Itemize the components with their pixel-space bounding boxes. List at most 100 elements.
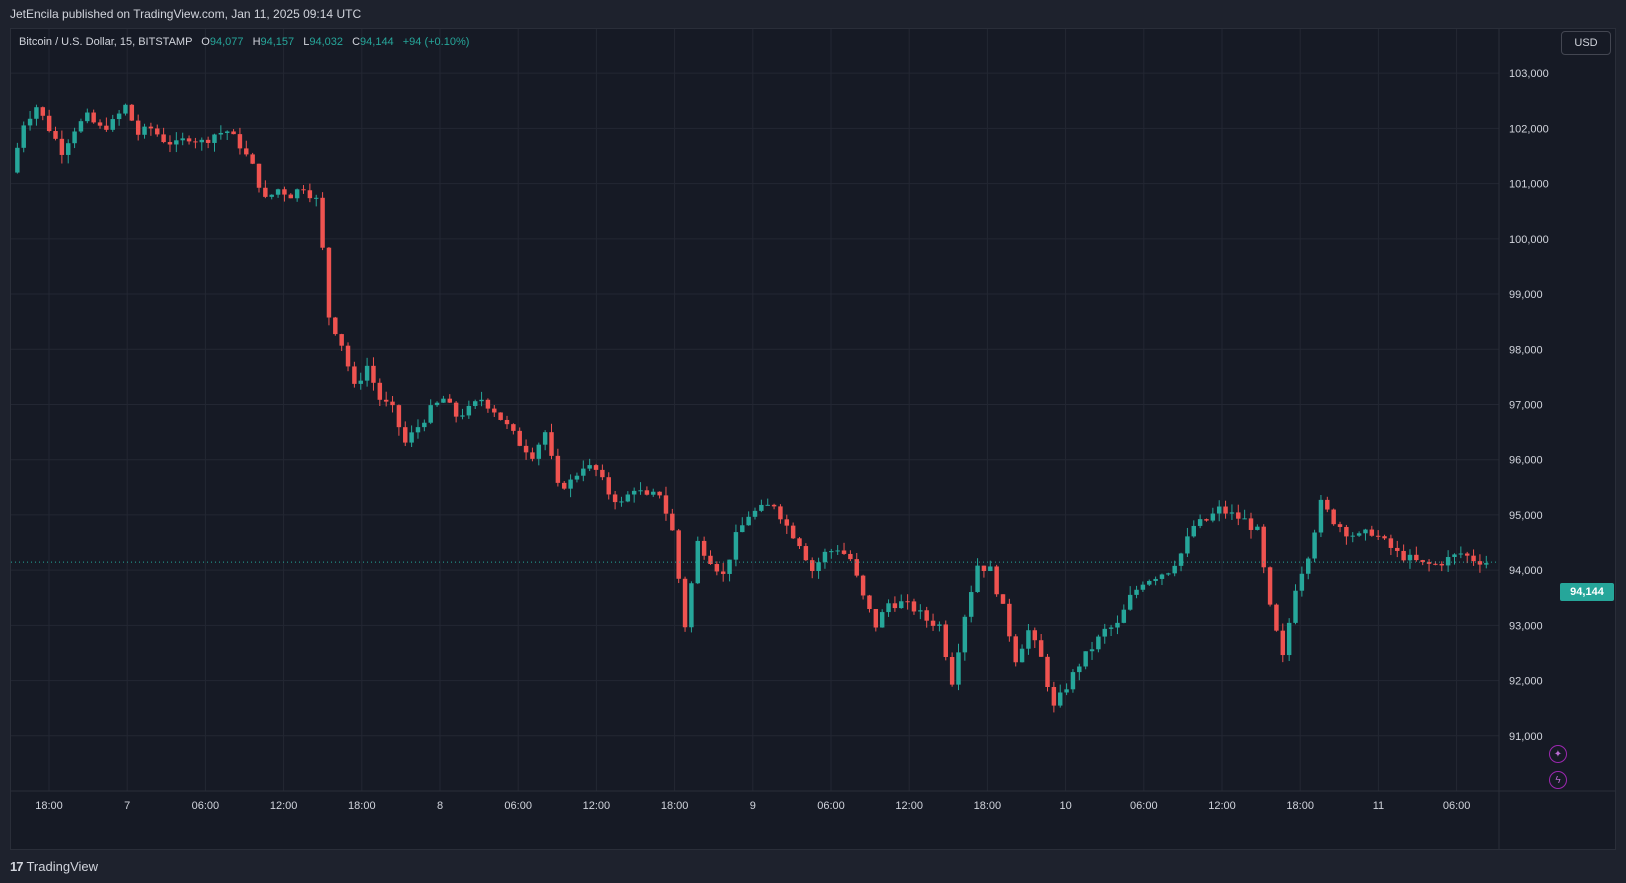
candle-body [193,141,198,143]
change-value: +94 (+0.10%) [402,36,470,48]
candle-body [612,494,618,503]
candle-body [1286,622,1292,656]
candle-body [27,118,33,126]
candle-body [333,317,338,335]
y-tick-label: 94,000 [1509,565,1543,577]
candle-body [377,382,383,400]
candle-body [619,501,624,503]
candle-body [167,142,173,145]
currency-button[interactable]: USD [1561,31,1611,55]
candle-body [129,104,135,121]
candle-body [549,432,554,456]
candle-body [352,366,357,384]
candle-body [479,399,484,402]
x-tick-label: 06:00 [1130,800,1158,812]
candle-body [727,559,732,574]
candle-body [606,477,611,495]
y-tick-label: 91,000 [1509,731,1543,743]
candle-body [676,530,681,579]
candle-body [784,519,790,526]
candle-body [326,247,332,318]
candle-body [1204,519,1209,521]
candle-body [498,412,503,420]
candle-body [46,115,52,132]
candle-body [1127,594,1133,610]
candle-body [759,504,764,511]
lightning-icon[interactable]: ϟ [1549,771,1567,789]
candle-body [275,189,281,195]
y-tick-label: 96,000 [1509,455,1543,467]
candle-body [720,571,726,574]
candle-body [644,490,650,495]
tradingview-logo[interactable]: 17 TradingView [10,859,98,874]
low-label: L [303,36,310,48]
brand-text: TradingView [26,859,99,874]
candle-body [1083,651,1088,667]
x-tick-label: 06:00 [1443,800,1471,812]
candle-body [517,430,522,446]
candle-body [1426,562,1432,564]
candle-body [708,555,713,565]
candle-body [453,402,459,417]
candlestick-chart[interactable]: 18:00 7 06:00 12:00 18:00 8 06:00 12:00 18:00 9 06… [11,29,1615,849]
candle-body [428,405,433,423]
candle-body [740,525,745,533]
candle-body [1388,538,1394,548]
candle-body [905,601,910,603]
open-value: 94,077 [209,36,244,48]
candle-body [1363,529,1368,534]
x-tick-label: 18:00 [974,800,1002,812]
candle-body [1318,499,1324,533]
publisher-text: JetEncila published on TradingView.com, … [10,7,362,21]
candle-body [59,138,65,155]
candle-body [1096,636,1101,650]
candle-body [485,399,491,409]
candle-body [466,405,472,416]
y-tick-label: 103,000 [1509,68,1549,80]
candle-body [256,163,262,188]
candle-body [701,540,707,556]
candle-body [822,551,828,563]
candle-body [269,194,274,197]
candle-body [199,139,204,143]
candle-body [511,424,516,431]
candle-body [1356,533,1362,536]
candle-body [555,455,561,483]
candle-body [562,482,567,489]
candle-body [682,578,688,628]
candle-body [994,566,999,595]
candle-body [1058,692,1063,706]
candle-body [593,465,599,470]
candle-body [1248,518,1254,530]
candle-body [1407,554,1413,561]
candle-body [1197,519,1203,526]
candle-body [320,197,325,248]
y-tick-label: 92,000 [1509,676,1543,688]
candle-body [161,134,166,143]
candle-body [34,107,39,119]
candle-body [765,504,770,506]
candle-body [1223,506,1228,514]
candle-body [1477,561,1483,565]
y-tick-label: 100,000 [1509,234,1549,246]
candle-body [1064,689,1069,693]
candle-body [1153,578,1158,581]
sparkle-icon[interactable]: ✦ [1549,745,1567,763]
candle-body [390,401,395,406]
close-label: C [352,36,361,48]
candle-body [155,128,160,135]
candle-body [186,138,192,142]
candle-body [142,126,147,135]
candle-body [85,112,90,122]
x-tick-label: 06:00 [817,800,845,812]
candle-body [1140,584,1146,590]
candle-body [1045,656,1050,688]
candle-body [714,564,720,572]
chart-panel[interactable]: 18:00 7 06:00 12:00 18:00 8 06:00 12:00 18:00 9 06… [10,28,1616,850]
candle-body [790,525,796,539]
candle-body [1312,532,1317,559]
candle-body [1395,547,1400,551]
candle-body [1216,506,1222,514]
candle-body [1414,554,1419,561]
x-tick-label: 18:00 [35,800,63,812]
